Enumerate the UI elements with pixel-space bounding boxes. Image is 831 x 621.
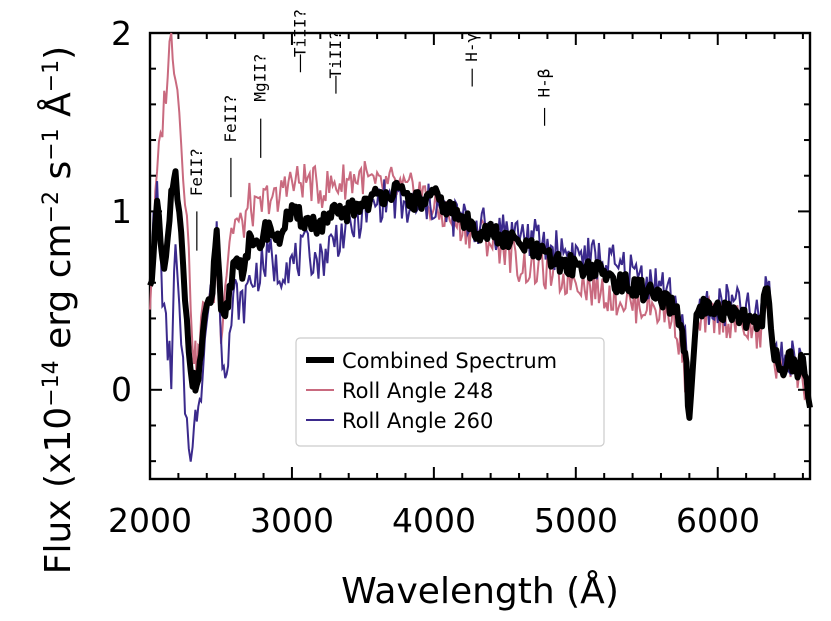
annotation-layer: FeII? FeII? MgII? TiII? TiII? H-γ H-β: [187, 9, 554, 251]
x-tick-labels: 2000 3000 4000 5000 6000: [108, 501, 760, 540]
x-axis-title: Wavelength (Å): [341, 569, 619, 612]
series-line-combined-spectrum: [147, 168, 813, 421]
tick-layer: [149, 32, 810, 479]
annotation-label-1: FeII?: [221, 95, 240, 143]
x-tick-label-3000: 3000: [250, 501, 334, 540]
y-tick-labels: 0 1 2: [111, 14, 132, 409]
annotation-label-4: TiII?: [326, 30, 345, 78]
legend-label-combined: Combined Spectrum: [342, 349, 557, 373]
legend-label-roll-angle-248: Roll Angle 248: [342, 379, 493, 403]
x-tick-label-2000: 2000: [108, 501, 192, 540]
annotation-label-5: H-γ: [462, 33, 481, 62]
annotation-label-2: MgII?: [251, 54, 270, 102]
x-tick-label-5000: 5000: [534, 501, 618, 540]
y-axis-title: Flux (x10−14 erg cm−2 s−1 Å−1): [36, 46, 79, 574]
y-tick-label-0: 0: [111, 370, 132, 409]
annotation-label-3: TiII?: [291, 9, 310, 57]
series-layer: [147, 32, 813, 462]
annotation-label-0: FeII?: [187, 148, 206, 196]
x-tick-label-4000: 4000: [392, 501, 476, 540]
legend-box: [295, 337, 605, 447]
y-tick-label-1: 1: [111, 192, 132, 231]
y-tick-label-2: 2: [111, 14, 132, 53]
x-tick-label-6000: 6000: [676, 501, 760, 540]
legend-label-roll-angle-260: Roll Angle 260: [342, 409, 493, 433]
legend: Combined Spectrum Roll Angle 248 Roll An…: [295, 337, 605, 447]
annotation-label-6: H-β: [535, 69, 554, 98]
